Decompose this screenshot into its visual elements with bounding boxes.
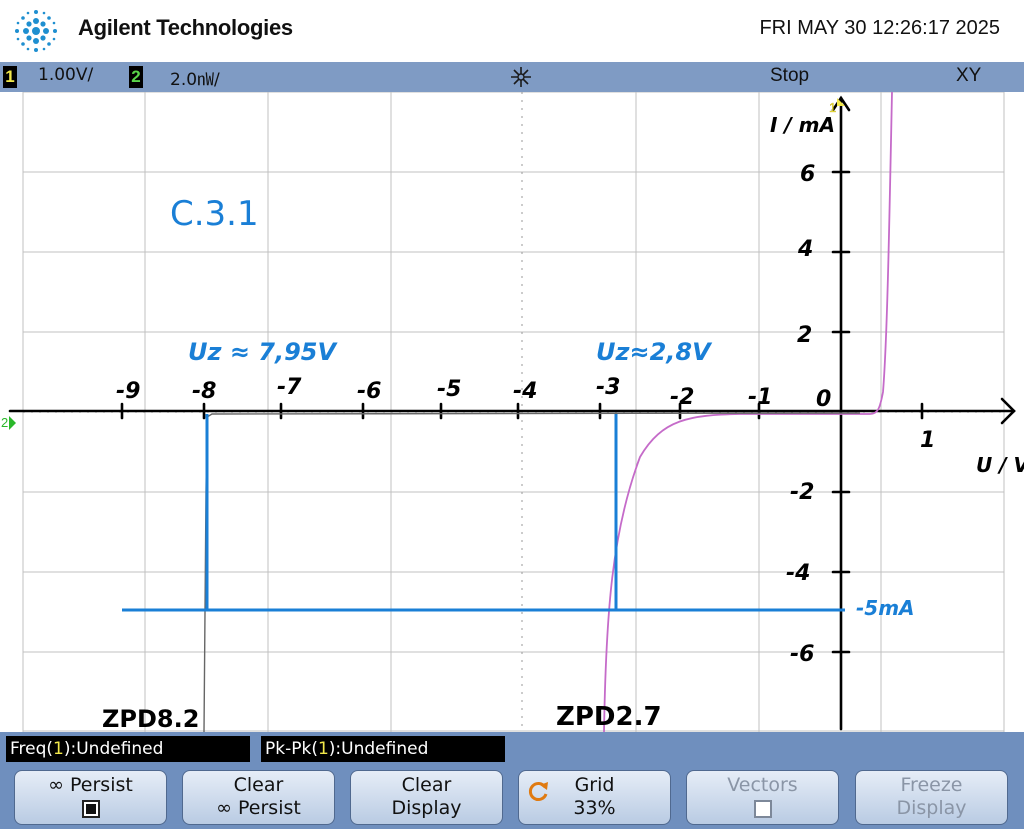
x-tick-label: -9 bbox=[116, 379, 140, 404]
channel-2-marker[interactable]: 2 bbox=[1, 415, 8, 430]
x-tick-labels: -9 -8 -7 -6 -5 -4 -3 -2 -1 0 1 bbox=[116, 375, 935, 453]
annotation-title: C.3.1 bbox=[170, 194, 259, 234]
drawn-axes bbox=[8, 95, 1016, 731]
channel-1-badge[interactable]: 1 bbox=[3, 66, 17, 88]
channel-2-scale: 2.0㎻/ bbox=[170, 70, 220, 90]
freq-measurement[interactable]: Freq(1):Undefined bbox=[6, 736, 250, 762]
freeze-line2: Display bbox=[896, 797, 967, 819]
channel-2-badge[interactable]: 2 bbox=[129, 66, 143, 88]
grid-line2: 33% bbox=[573, 797, 616, 819]
vectors-checkbox[interactable] bbox=[753, 799, 772, 818]
annotation-uz-right: Uz≈2,8V bbox=[596, 338, 713, 366]
freq-channel: 1 bbox=[53, 739, 64, 759]
pkpk-value: ):Undefined bbox=[328, 739, 429, 759]
x-axis-unit-label: U / V bbox=[976, 453, 1024, 477]
pkpk-measurement[interactable]: Pk-Pk(1):Undefined bbox=[261, 736, 505, 762]
rotate-knob-icon bbox=[528, 782, 548, 801]
clear-display-line1: Clear bbox=[401, 774, 452, 796]
vectors-label: Vectors bbox=[727, 774, 798, 796]
display-mode: XY bbox=[956, 65, 982, 86]
top-header: Agilent Technologies FRI MAY 30 12:26:17… bbox=[0, 0, 1024, 62]
brand-name: Agilent Technologies bbox=[78, 15, 293, 40]
status-bar: 1 1.00V/ 2 2.0㎻/ Stop XY bbox=[0, 62, 1024, 92]
agilent-spark-logo-icon bbox=[15, 10, 57, 52]
run-state: Stop bbox=[770, 65, 810, 86]
x-tick-label: -7 bbox=[277, 375, 302, 400]
y-tick-label: -4 bbox=[786, 561, 810, 586]
y-tick-label: 6 bbox=[800, 162, 815, 187]
clear-persist-line2: ∞ Persist bbox=[216, 797, 301, 819]
y-axis-unit-label: I / mA bbox=[770, 113, 835, 137]
freeze-display-softkey[interactable]: Freeze Display bbox=[855, 770, 1008, 825]
trigger-star-icon bbox=[511, 67, 531, 87]
x-tick-label: 0 bbox=[816, 387, 831, 412]
clear-persist-line1: Clear bbox=[233, 774, 284, 796]
channel-1-scale: 1.00V/ bbox=[38, 65, 94, 85]
x-tick-label: -5 bbox=[437, 377, 461, 402]
x-tick-label: -4 bbox=[513, 379, 537, 404]
grid-softkey[interactable]: Grid 33% bbox=[518, 770, 671, 825]
waveform-display: 1 2 C.3.1 Uz ≈ 7,95V Uz≈2,8V -5mA ZPD8.2… bbox=[0, 92, 1024, 732]
y-tick-labels: 6 4 2 -2 -4 -6 bbox=[786, 162, 815, 667]
measurement-bar: Freq(1):Undefined Pk-Pk(1):Undefined bbox=[0, 732, 1024, 765]
channel-1-marker-arrow bbox=[837, 98, 845, 106]
y-tick-label: -2 bbox=[790, 480, 814, 505]
annotation-zpd-right: ZPD2.7 bbox=[556, 702, 662, 732]
freq-value: ):Undefined bbox=[63, 739, 164, 759]
softkey-bar: ∞ Persist Clear ∞ Persist Clear Display … bbox=[0, 765, 1024, 829]
persist-softkey[interactable]: ∞ Persist bbox=[14, 770, 167, 825]
x-tick-label: -6 bbox=[357, 379, 381, 404]
date-time: FRI MAY 30 12:26:17 2025 bbox=[759, 17, 1000, 39]
y-tick-label: 2 bbox=[797, 323, 812, 348]
clear-display-line2: Display bbox=[391, 797, 462, 819]
y-tick-label: 4 bbox=[797, 237, 813, 262]
annotation-lines bbox=[122, 414, 845, 612]
x-tick-label: -3 bbox=[596, 375, 620, 400]
persist-checkbox[interactable] bbox=[81, 799, 100, 818]
persist-label: ∞ Persist bbox=[48, 774, 133, 796]
pkpk-channel: 1 bbox=[317, 739, 329, 759]
vectors-softkey[interactable]: Vectors bbox=[686, 770, 839, 825]
annotation-current: -5mA bbox=[856, 596, 915, 620]
clear-display-softkey[interactable]: Clear Display bbox=[350, 770, 503, 825]
channel-1-marker: 1 bbox=[829, 100, 836, 115]
x-tick-label: -8 bbox=[192, 379, 216, 404]
annotation-uz-left: Uz ≈ 7,95V bbox=[188, 338, 338, 366]
pkpk-prefix: Pk-Pk( bbox=[265, 739, 318, 759]
annotation-zpd-left: ZPD8.2 bbox=[102, 705, 199, 732]
freq-prefix: Freq( bbox=[10, 739, 54, 759]
xy-plot: 1 2 C.3.1 Uz ≈ 7,95V Uz≈2,8V -5mA ZPD8.2… bbox=[1, 92, 1024, 732]
x-tick-label: -2 bbox=[670, 385, 694, 410]
clear-persist-softkey[interactable]: Clear ∞ Persist bbox=[182, 770, 335, 825]
y-tick-label: -6 bbox=[790, 642, 814, 667]
channel-2-marker-arrow[interactable] bbox=[9, 416, 16, 430]
freeze-line1: Freeze bbox=[900, 774, 963, 796]
x-tick-label: -1 bbox=[748, 385, 772, 410]
grid-line1: Grid bbox=[574, 774, 615, 796]
x-tick-label: 1 bbox=[920, 428, 935, 453]
